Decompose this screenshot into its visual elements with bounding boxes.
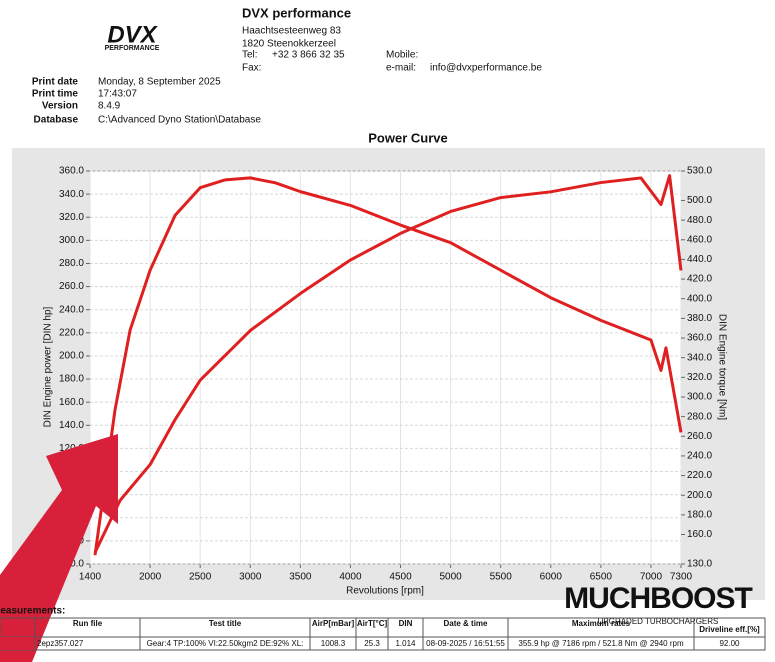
y2-tick-label: 280.0 — [687, 411, 712, 422]
y-tick-label: 280.0 — [59, 258, 84, 269]
y2-tick-label: 420.0 — [687, 274, 712, 285]
x-tick-label: 5000 — [439, 572, 462, 583]
address: 1820 Steenokkerzeel — [242, 39, 336, 50]
y2-tick-label: 220.0 — [687, 470, 712, 481]
series-line — [93, 176, 683, 556]
x-tick-label: 2000 — [139, 572, 162, 583]
cell: 1.014 — [395, 639, 416, 648]
brand-tagline: UPGRADED TURBOCHARGERS — [598, 617, 719, 626]
address: Haachtsesteenweg 83 — [242, 26, 341, 37]
y2-tick-label: 160.0 — [687, 529, 712, 540]
chart-title: Power Curve — [368, 130, 447, 145]
logo: DVX — [107, 21, 158, 48]
y-tick-label: 220.0 — [59, 327, 84, 338]
y2-tick-label: 500.0 — [687, 195, 712, 206]
x-tick-label: 7300 — [670, 572, 693, 583]
label: Mobile: — [386, 50, 418, 61]
row-marker — [0, 637, 35, 650]
x-tick-label: 1400 — [79, 572, 102, 583]
series-line — [93, 174, 683, 554]
x-tick-label: 5500 — [490, 572, 513, 583]
y-axis-label: DIN Engine power [DIN hp] — [43, 306, 54, 427]
y-tick-label: 160.0 — [59, 397, 84, 408]
x-axis-label: Revolutions [rpm] — [346, 586, 424, 597]
cell: Gear:4 TP:100% VI:22.50kgm2 DE:92% XL: — [147, 639, 304, 648]
info-label: Print date — [32, 77, 79, 88]
email: info@dvxperformance.be — [430, 63, 542, 74]
x-tick-label: 7000 — [640, 572, 663, 583]
column-header: Date & time — [443, 619, 488, 628]
info-label: Print time — [32, 89, 79, 100]
company: DVX performance — [242, 5, 351, 20]
column-header: Test title — [209, 619, 242, 628]
cell: 92.00 — [719, 639, 740, 648]
y2-tick-label: 400.0 — [687, 293, 712, 304]
info-value: C:\Advanced Dyno Station\Database — [98, 115, 261, 126]
info-label: Database — [34, 115, 79, 126]
cell: 1008.3 — [321, 639, 346, 648]
y-tick-label: 340.0 — [59, 189, 84, 200]
x-tick-label: 2500 — [189, 572, 212, 583]
x-tick-label: 4500 — [389, 572, 412, 583]
x-tick-label: 3500 — [289, 572, 312, 583]
label: Tel: — [242, 50, 258, 61]
y-tick-label: 20.0 — [65, 559, 85, 570]
y-tick-label: 320.0 — [59, 212, 84, 223]
cell: 2epz357.027 — [37, 639, 84, 648]
brand: MUCHBOOST — [564, 582, 752, 615]
y2-tick-label: 530.0 — [687, 166, 712, 177]
column-header: DIN — [399, 619, 413, 628]
x-tick-label: 4000 — [339, 572, 362, 583]
table-title: Measurements: — [0, 606, 65, 617]
cell: 08-09-2025 / 16:51:55 — [426, 639, 505, 648]
info-value: Monday, 8 September 2025 — [98, 77, 221, 88]
column-header: AirP[mBar] — [312, 619, 355, 628]
y2-tick-label: 340.0 — [687, 352, 712, 363]
y2-tick-label: 460.0 — [687, 234, 712, 245]
x-tick-label: 3000 — [239, 572, 262, 583]
y2-tick-label: 380.0 — [687, 313, 712, 324]
column-header: AirT[°C] — [357, 619, 388, 628]
y-tick-label: 140.0 — [59, 420, 84, 431]
plot-area — [89, 170, 682, 565]
y2-tick-label: 240.0 — [687, 451, 712, 462]
cell: 25.3 — [364, 639, 380, 648]
info-label: Version — [42, 101, 78, 112]
y2-tick-label: 130.0 — [687, 559, 712, 570]
x-tick-label: 6500 — [590, 572, 613, 583]
y-tick-label: 240.0 — [59, 304, 84, 315]
y2-tick-label: 440.0 — [687, 254, 712, 265]
cell: 355.9 hp @ 7186 rpm / 521.8 Nm @ 2940 rp… — [518, 639, 684, 648]
y-tick-label: 360.0 — [59, 166, 84, 177]
x-tick-label: 6000 — [540, 572, 563, 583]
info-value: 17:43:07 — [98, 89, 137, 100]
y2-tick-label: 300.0 — [687, 392, 712, 403]
y2-tick-label: 260.0 — [687, 431, 712, 442]
table-frame — [0, 617, 766, 651]
label: Fax: — [242, 63, 261, 74]
y-tick-label: 200.0 — [59, 351, 84, 362]
column-header: Driveline eff.[%] — [699, 625, 760, 634]
info-value: 8.4.9 — [98, 101, 121, 112]
y-tick-label: 300.0 — [59, 235, 84, 246]
tel: +32 3 866 32 35 — [272, 50, 345, 61]
y2-tick-label: 360.0 — [687, 333, 712, 344]
y2-axis-label: DIN Engine torque [Nm] — [716, 314, 727, 420]
y-tick-label: 180.0 — [59, 374, 84, 385]
y-tick-label: 260.0 — [59, 281, 84, 292]
y2-tick-label: 200.0 — [687, 490, 712, 501]
logo-sub: PERFORMANCE — [105, 45, 160, 52]
y2-tick-label: 320.0 — [687, 372, 712, 383]
column-header: Maximum rates — [572, 619, 631, 628]
y2-tick-label: 480.0 — [687, 215, 712, 226]
y2-tick-label: 180.0 — [687, 510, 712, 521]
arrow-overlay — [0, 434, 118, 662]
label: e-mail: — [386, 63, 416, 74]
column-header: Run file — [73, 619, 103, 628]
